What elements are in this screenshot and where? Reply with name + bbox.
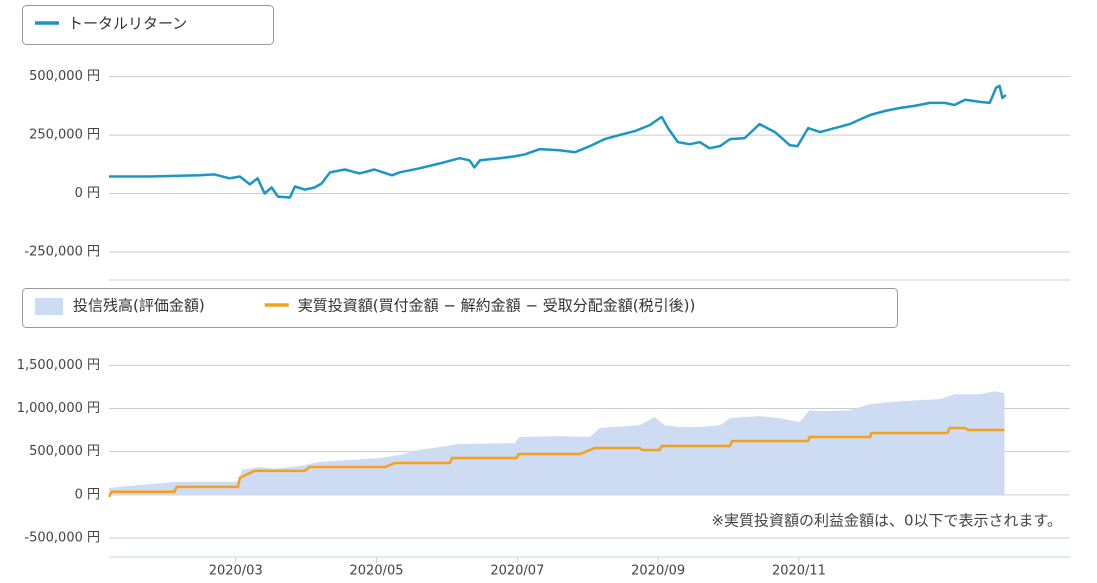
x-tick-label: 2020/09 (631, 564, 685, 579)
line (107, 426, 1005, 498)
legend-label: 投信残高(評価金額) (73, 297, 205, 315)
y-tick-label: 1,000,000 円 (17, 401, 100, 416)
x-tick-label: 2020/03 (209, 564, 263, 579)
legend-label: トータルリターン (68, 15, 187, 33)
legend-box (22, 5, 274, 45)
y-tick-label: 0 円 (75, 186, 100, 201)
y-tick-label: 500,000 円 (29, 69, 100, 84)
y-tick-label: 1,500,000 円 (17, 358, 100, 373)
line (109, 84, 1007, 199)
y-tick-label: 250,000 円 (29, 128, 100, 143)
y-tick-label: 0 円 (75, 487, 100, 502)
legend-box (22, 288, 898, 328)
x-tick-label: 2020/11 (772, 564, 826, 579)
x-tick-label: 2020/05 (350, 564, 404, 579)
legend-swatch (35, 298, 63, 315)
y-tick-label: -250,000 円 (24, 244, 100, 259)
y-tick-label: 500,000 円 (29, 444, 100, 459)
legend-label: 実質投資額(買付金額 − 解約金額 − 受取分配金額(税引後)) (298, 297, 696, 315)
annotation: ※実質投資額の利益金額は、0以下で表示されます。 (711, 512, 1062, 530)
area (109, 391, 1005, 495)
y-tick-label: -500,000 円 (24, 531, 100, 546)
x-tick-label: 2020/07 (490, 564, 544, 579)
